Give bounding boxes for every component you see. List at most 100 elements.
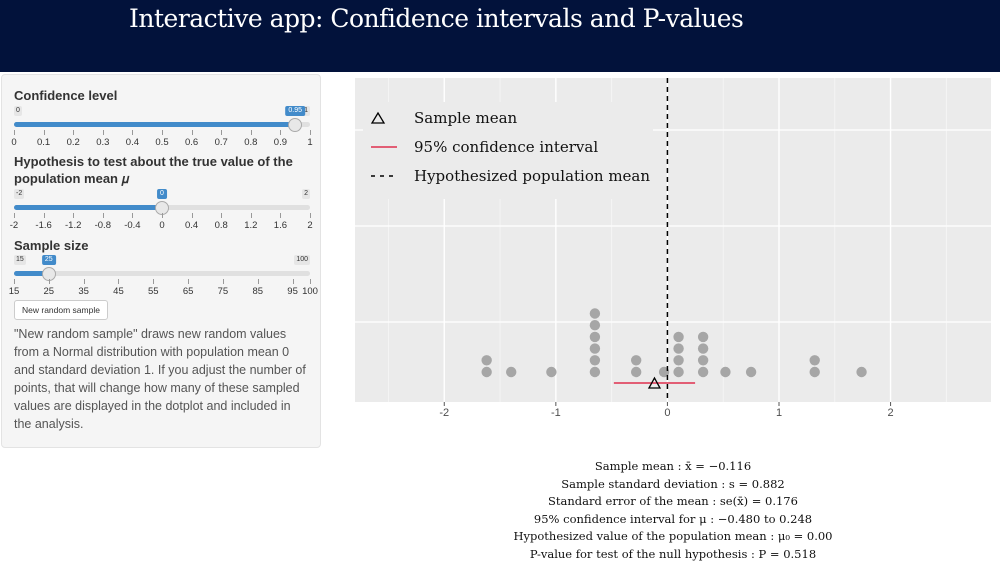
slider-handle[interactable] — [288, 118, 303, 132]
new-random-sample-button[interactable]: New random sample — [14, 300, 108, 320]
slider-tick — [250, 213, 252, 218]
slider-tick — [191, 130, 193, 135]
slider-fill — [14, 122, 296, 127]
slider-min-label: 15 — [14, 255, 26, 265]
data-point — [630, 355, 642, 366]
stat-hypothesized-mean: Hypothesized value of the population mea… — [513, 529, 833, 544]
slider-tick-label: 0 — [159, 220, 165, 231]
slider-tick-label: 0.7 — [214, 137, 228, 148]
slider-tick-label: 85 — [252, 286, 264, 297]
slider-tick-label: -0.8 — [94, 220, 111, 231]
slider-fill — [14, 271, 49, 276]
slider-max-label: 2 — [302, 189, 310, 199]
slider-tick — [14, 213, 15, 218]
slider-ticks: -2 -1.6 -1.2 -0.8 -0.4 0 0.4 0.8 1.2 1.6 2 — [10, 213, 313, 233]
data-point — [720, 366, 731, 378]
slider-tick-label: 0.8 — [244, 137, 258, 148]
slider-tick-label: -2 — [9, 220, 19, 231]
slider-tick — [250, 130, 252, 135]
app-title: Interactive app: Confidence intervals an… — [129, 4, 744, 33]
dotplot-chart: -2 -1 0 1 2 Sample mean 95% confidence interva… — [355, 78, 991, 431]
x-axis-tick-label: 1 — [776, 407, 782, 419]
data-point — [673, 366, 684, 378]
slider-min-label: -2 — [14, 189, 25, 199]
slider-max-label: 1 — [302, 106, 310, 116]
slider-tick-label: 15 — [8, 286, 20, 297]
stat-p-value: P-value for test of the null hypothesis … — [529, 546, 817, 561]
confidence-level-label: Confidence level — [14, 88, 118, 103]
slider-track[interactable] — [14, 271, 310, 276]
data-point — [673, 331, 684, 343]
data-point — [745, 366, 757, 378]
slider-tick — [83, 279, 85, 284]
slider-tick-label: 0.3 — [96, 137, 110, 148]
slider-value-label: 0 — [157, 189, 167, 199]
slider-tick-label: -0.4 — [124, 220, 141, 231]
data-point — [546, 366, 557, 378]
sample-mean-marker — [647, 376, 662, 389]
x-axis-tick-label: 2 — [888, 407, 894, 419]
dotplot-svg: -2 -1 0 1 2 Sample mean 95% confidence interva… — [355, 78, 991, 419]
slider-tick-label: 0.8 — [214, 220, 228, 231]
legend-sample-mean-key — [370, 111, 386, 124]
slider-tick-label: 0.9 — [273, 137, 287, 148]
sample-size-slider[interactable]: 15 100 25 15 25 35 45 55 65 75 85 95 100 — [9, 255, 318, 297]
sidebar-panel: Confidence level 0 1 0.95 0 0.1 0.2 0.3 0.4 0.5 0… — [1, 74, 321, 448]
hypothesis-slider[interactable]: -2 2 0 -2 -1.6 -1.2 -0.8 -0.4 0 0.4 0.8 1.2 1.6 2 — [10, 189, 313, 231]
stat-sample-mean: Sample mean : x̄ = −0.116 — [594, 459, 752, 473]
slider-tick — [73, 213, 75, 218]
slider-tick — [221, 213, 223, 218]
data-point — [589, 355, 601, 366]
data-point — [856, 366, 867, 378]
x-axis-tick-label: -1 — [551, 407, 561, 419]
x-axis-tick-label: -2 — [439, 407, 449, 419]
slider-tick — [132, 130, 134, 135]
slider-tick-label: 0 — [11, 137, 17, 148]
slider-tick — [221, 130, 223, 135]
data-point — [809, 366, 820, 378]
slider-tick-label: 1.2 — [244, 220, 258, 231]
slider-tick-label: 0.4 — [184, 220, 199, 231]
slider-tick-label: 65 — [182, 286, 194, 297]
slider-tick — [257, 279, 259, 284]
slider-tick — [310, 213, 311, 218]
stat-standard-error: Standard error of the mean : se(x̄) = 0.… — [548, 494, 798, 509]
slider-tick — [310, 279, 311, 284]
slider-fill — [14, 205, 162, 210]
slider-tick-label: 0.1 — [36, 137, 51, 148]
slider-ticks: 0 0.1 0.2 0.3 0.4 0.5 0.6 0.7 0.8 0.9 1 — [11, 130, 313, 150]
slider-tick — [162, 213, 163, 218]
slider-tick-label: 2 — [307, 220, 313, 231]
data-point — [589, 308, 601, 319]
stat-confidence-interval: 95% confidence interval for μ : −0.480 t… — [533, 511, 813, 526]
legend-background — [363, 102, 653, 199]
sample-size-label: Sample size — [14, 238, 89, 253]
data-point — [697, 331, 709, 343]
data-point — [697, 355, 709, 366]
data-point — [506, 366, 517, 378]
data-point — [673, 355, 684, 366]
data-point — [630, 366, 642, 378]
data-point — [481, 366, 492, 378]
slider-tick — [102, 213, 104, 218]
legend-entry-label: 95% confidence interval — [414, 138, 598, 156]
slider-tick — [191, 213, 193, 218]
slider-tick — [43, 213, 45, 218]
slider-tick-label: 45 — [113, 286, 124, 297]
slider-tick — [153, 279, 155, 284]
legend-entry-label: Hypothesized population mean — [414, 167, 650, 185]
confidence-level-slider[interactable]: 0 1 0.95 0 0.1 0.2 0.3 0.4 0.5 0.6 0.7 0.8 0.9 1 — [11, 106, 313, 148]
slider-tick — [132, 213, 134, 218]
slider-tick — [222, 279, 224, 284]
slider-tick-label: -1.6 — [35, 220, 52, 231]
slider-tick — [48, 279, 50, 284]
slider-tick-label: 25 — [43, 286, 55, 297]
slider-tick-label: 1.6 — [273, 220, 287, 231]
slider-ticks: 15 25 35 45 55 65 75 85 95 100 — [9, 279, 318, 299]
slider-tick — [280, 213, 282, 218]
slider-value-label: 25 — [41, 255, 56, 265]
slider-tick — [43, 130, 45, 135]
slider-max-label: 100 — [294, 255, 310, 265]
slider-tick — [14, 279, 15, 284]
slider-tick-label: 75 — [217, 286, 229, 297]
